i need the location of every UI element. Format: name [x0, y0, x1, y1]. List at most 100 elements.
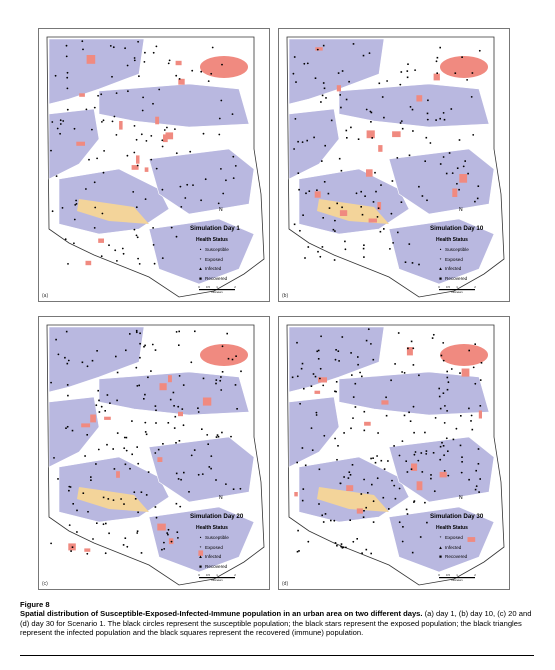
land-parcel — [48, 38, 145, 105]
population-marker — [292, 72, 295, 75]
population-marker — [321, 246, 324, 248]
population-marker — [175, 442, 177, 444]
population-marker — [301, 447, 304, 449]
population-marker — [322, 82, 325, 84]
population-marker — [67, 394, 69, 397]
population-marker — [88, 158, 90, 161]
population-marker — [167, 62, 170, 65]
population-marker — [313, 136, 315, 139]
population-marker — [108, 244, 110, 247]
population-marker — [348, 471, 351, 473]
scale-unit: Kilometers — [451, 579, 463, 581]
population-marker — [137, 257, 139, 260]
population-marker — [301, 362, 304, 365]
population-marker — [414, 69, 416, 71]
hotspot-block — [116, 471, 120, 478]
lake-hotspot — [440, 344, 488, 366]
population-marker — [193, 449, 196, 451]
city-map — [46, 36, 265, 298]
population-marker — [239, 487, 242, 490]
population-marker — [316, 350, 318, 353]
hotspot-block — [81, 423, 91, 428]
population-marker — [295, 81, 297, 83]
population-marker — [86, 365, 89, 368]
land-parcel — [338, 371, 490, 416]
population-marker — [399, 122, 402, 124]
beige-zone — [77, 199, 149, 224]
population-marker — [65, 427, 67, 429]
population-marker — [319, 377, 321, 380]
population-marker — [445, 437, 448, 440]
population-marker — [404, 261, 407, 263]
population-marker — [73, 242, 75, 245]
population-marker — [133, 59, 136, 62]
population-marker — [97, 389, 99, 392]
population-marker — [133, 491, 136, 494]
population-marker — [291, 376, 294, 379]
population-marker — [472, 134, 475, 136]
hotspot-block — [198, 550, 204, 556]
population-marker — [456, 182, 458, 185]
population-marker — [339, 482, 342, 485]
population-marker — [426, 521, 428, 524]
population-marker — [459, 444, 462, 447]
population-marker — [74, 204, 77, 206]
population-marker — [344, 248, 347, 251]
scale-tick-label: 2 — [234, 573, 236, 577]
population-marker — [345, 98, 348, 101]
population-marker — [322, 384, 325, 387]
population-marker — [391, 180, 394, 182]
population-marker — [421, 195, 424, 197]
population-marker — [306, 139, 308, 142]
population-marker — [439, 117, 441, 120]
hotspot-block — [202, 397, 212, 406]
population-marker — [349, 474, 352, 476]
population-marker — [102, 171, 105, 174]
population-marker — [297, 140, 299, 143]
population-marker — [376, 477, 379, 480]
population-marker — [154, 405, 157, 407]
population-marker — [398, 454, 401, 457]
population-marker — [365, 548, 368, 551]
population-marker — [97, 448, 100, 451]
population-marker — [150, 135, 153, 137]
population-marker — [305, 192, 307, 195]
population-marker — [460, 471, 463, 474]
population-marker — [336, 202, 338, 205]
population-marker — [227, 357, 230, 360]
population-marker — [200, 70, 203, 73]
beige-zone — [317, 199, 389, 224]
hotspot-block — [439, 471, 447, 478]
population-marker — [94, 206, 97, 209]
population-marker — [299, 229, 301, 232]
population-marker — [137, 40, 139, 43]
population-marker — [96, 522, 98, 524]
population-marker — [75, 203, 78, 205]
population-marker — [306, 62, 309, 65]
population-marker — [184, 197, 187, 199]
population-marker — [340, 545, 342, 548]
population-marker — [464, 160, 466, 162]
population-marker — [90, 476, 92, 478]
population-marker — [379, 230, 382, 233]
population-marker — [367, 328, 370, 331]
population-marker — [403, 414, 406, 417]
population-marker — [123, 447, 126, 450]
population-marker — [116, 432, 119, 434]
population-marker — [372, 457, 374, 459]
population-marker — [458, 139, 461, 141]
population-marker — [377, 207, 380, 209]
population-marker — [236, 408, 238, 410]
figure-title: Spatial distribution of Susceptible-Expo… — [20, 609, 423, 619]
scale-tick-label: 0 — [198, 573, 200, 577]
population-marker — [312, 373, 315, 375]
population-marker — [161, 139, 164, 142]
population-marker — [216, 434, 219, 436]
population-marker — [147, 471, 150, 473]
population-marker — [418, 263, 420, 266]
population-marker — [479, 478, 481, 480]
population-marker — [138, 75, 140, 78]
population-marker — [51, 121, 54, 123]
hotspot-block — [314, 191, 321, 198]
population-marker — [235, 355, 237, 357]
